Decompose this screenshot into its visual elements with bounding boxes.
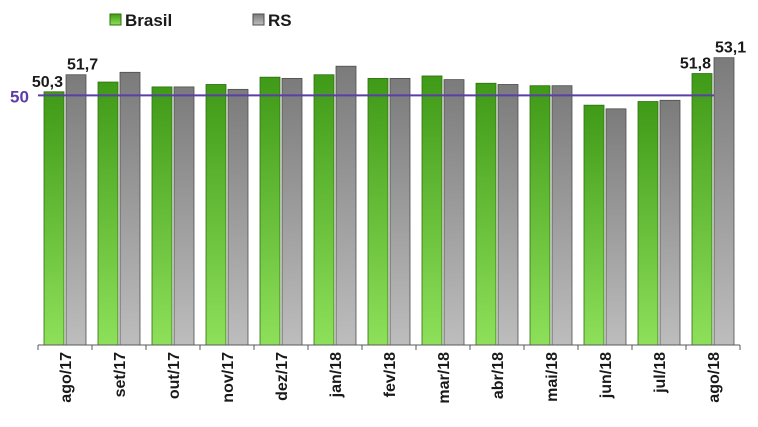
bar-rs-nov-17 — [227, 88, 249, 346]
x-tick-label-ago-17: ago/17 — [58, 352, 75, 403]
bar-brasil-jul-18 — [637, 101, 659, 346]
legend-label-brasil: Brasil — [125, 11, 172, 30]
legend: Brasil RS — [109, 11, 292, 30]
x-tick-label-nov-17: nov/17 — [220, 352, 237, 403]
bar-rs-set-17 — [119, 71, 141, 346]
data-label-rs-ago-17: 51,7 — [67, 57, 98, 74]
bar-brasil-dez-17 — [259, 76, 281, 346]
data-label-rs-ago-18: 53,1 — [715, 40, 746, 57]
legend-swatch-rs — [252, 13, 265, 26]
data-labels-group: 50,351,7 51,853,1 — [32, 40, 746, 91]
bar-brasil-abr-18 — [475, 82, 497, 346]
bar-rs-ago-17 — [65, 74, 87, 346]
bar-rs-mar-18 — [443, 79, 465, 346]
x-axis: ago/17 set/17 out/17 nov/17 dez/17 jan/18 fev/… — [37, 344, 741, 404]
bar-brasil-ago-17 — [43, 91, 65, 346]
x-tick-label-mai-18: mai/18 — [544, 352, 561, 402]
data-label-brasil-ago-18: 51,8 — [680, 56, 711, 73]
bar-brasil-fev-18 — [367, 77, 389, 346]
bar-brasil-set-17 — [97, 81, 119, 346]
bar-rs-fev-18 — [389, 77, 411, 346]
reference-line-group: 50 — [10, 87, 714, 106]
bar-rs-mai-18 — [551, 85, 573, 346]
bar-brasil-out-17 — [151, 86, 173, 346]
x-tick-label-ago-18: ago/18 — [706, 352, 723, 403]
x-tick-label-jun-18: jun/18 — [598, 352, 615, 399]
reference-line-label: 50 — [10, 87, 29, 106]
x-tick-label-jul-18: jul/18 — [652, 352, 669, 394]
legend-swatch-brasil — [109, 13, 122, 26]
bar-rs-jun-18 — [605, 108, 627, 346]
x-tick-label-abr-18: abr/18 — [490, 352, 507, 399]
x-tick-label-set-17: set/17 — [112, 352, 129, 397]
bar-rs-dez-17 — [281, 77, 303, 346]
bar-rs-out-17 — [173, 86, 195, 346]
legend-item-brasil: Brasil — [109, 11, 172, 30]
bar-brasil-mar-18 — [421, 75, 443, 346]
bar-rs-abr-18 — [497, 84, 519, 346]
legend-item-rs: RS — [252, 11, 292, 30]
x-tick-label-mar-18: mar/18 — [436, 352, 453, 404]
bar-rs-jul-18 — [659, 99, 681, 346]
legend-label-rs: RS — [268, 11, 292, 30]
x-tick-label-jan-18: jan/18 — [328, 352, 345, 398]
bars-group — [43, 57, 735, 346]
x-tick-label-dez-17: dez/17 — [274, 352, 291, 401]
x-tick-label-out-17: out/17 — [166, 352, 183, 399]
bar-rs-jan-18 — [335, 65, 357, 346]
bar-brasil-nov-17 — [205, 84, 227, 346]
bar-brasil-jun-18 — [583, 104, 605, 346]
bar-brasil-jan-18 — [313, 74, 335, 346]
bar-brasil-mai-18 — [529, 85, 551, 346]
bar-brasil-ago-18 — [691, 73, 713, 346]
data-label-brasil-ago-17: 50,3 — [32, 74, 63, 91]
x-tick-label-fev-18: fev/18 — [382, 352, 399, 397]
bar-rs-ago-18 — [713, 57, 735, 346]
